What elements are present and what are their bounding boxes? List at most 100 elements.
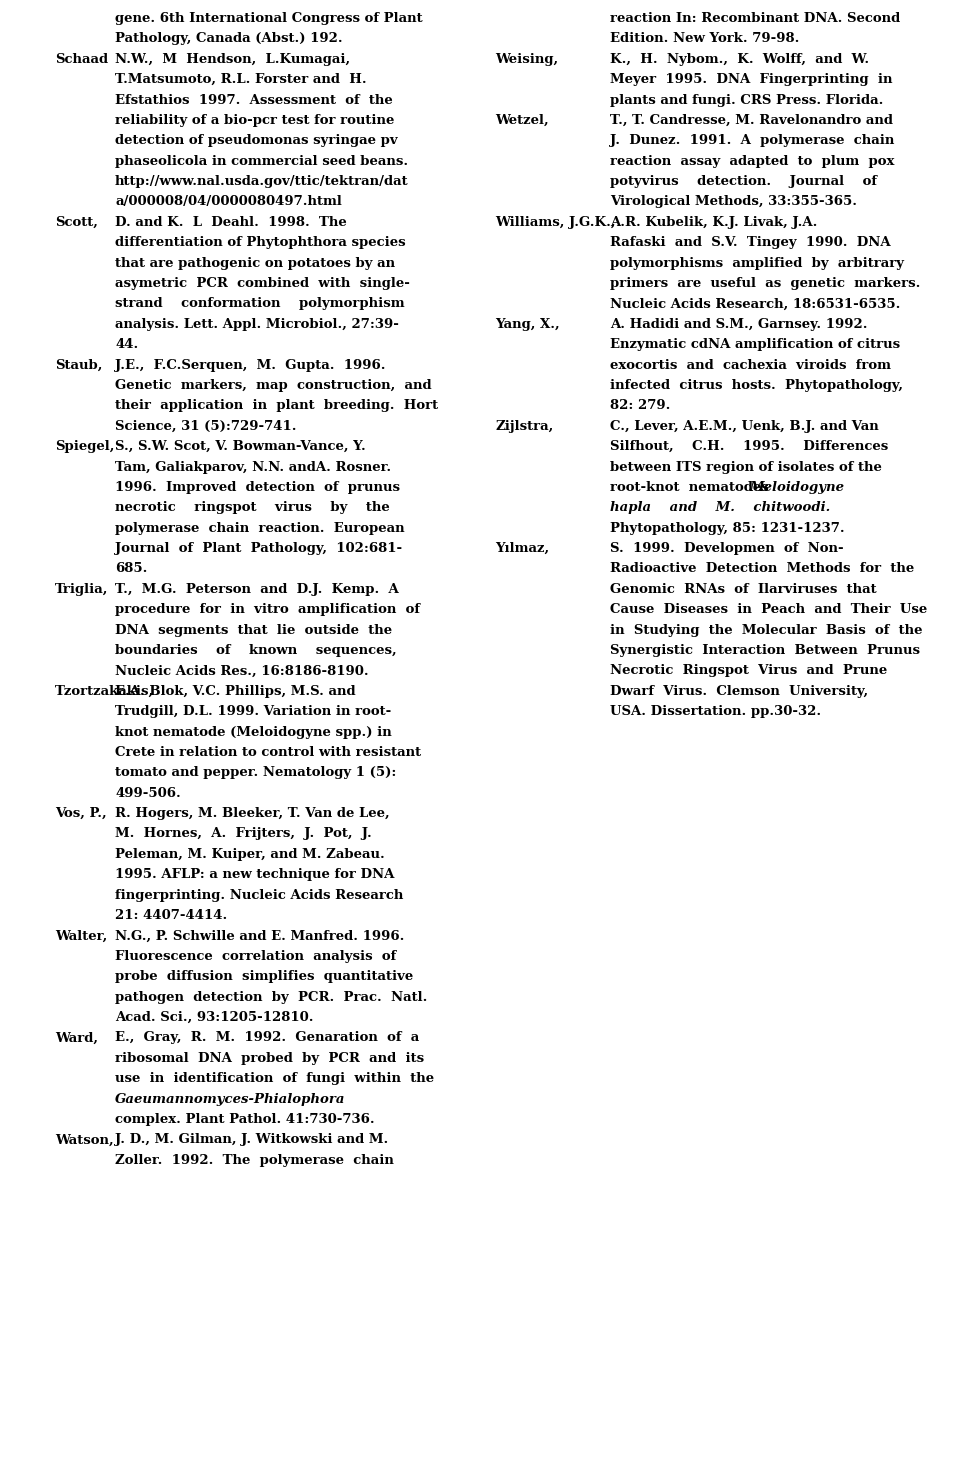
Text: Zijlstra,: Zijlstra, xyxy=(495,420,553,433)
Text: Tzortzakakis,: Tzortzakakis, xyxy=(55,684,155,698)
Text: plants and fungi. CRS Press. Florida.: plants and fungi. CRS Press. Florida. xyxy=(610,94,883,106)
Text: R. Hogers, M. Bleeker, T. Van de Lee,: R. Hogers, M. Bleeker, T. Van de Lee, xyxy=(115,807,390,820)
Text: E.,  Gray,  R.  M.  1992.  Genaration  of  a: E., Gray, R. M. 1992. Genaration of a xyxy=(115,1032,420,1044)
Text: Nucleic Acids Res., 16:8186-8190.: Nucleic Acids Res., 16:8186-8190. xyxy=(115,664,369,677)
Text: complex. Plant Pathol. 41:730-736.: complex. Plant Pathol. 41:730-736. xyxy=(115,1113,374,1126)
Text: Genetic  markers,  map  construction,  and: Genetic markers, map construction, and xyxy=(115,378,432,392)
Text: potyvirus    detection.    Journal    of: potyvirus detection. Journal of xyxy=(610,175,877,188)
Text: Triglia,: Triglia, xyxy=(55,583,108,596)
Text: 499-506.: 499-506. xyxy=(115,786,180,799)
Text: gene. 6th International Congress of Plant: gene. 6th International Congress of Plan… xyxy=(115,12,422,25)
Text: Gaeumannomyces-Phialophora: Gaeumannomyces-Phialophora xyxy=(115,1092,346,1105)
Text: 44.: 44. xyxy=(115,339,138,352)
Text: Spiegel,: Spiegel, xyxy=(55,440,114,453)
Text: boundaries    of    known    sequences,: boundaries of known sequences, xyxy=(115,645,396,657)
Text: root-knot  nematodes: root-knot nematodes xyxy=(610,481,782,495)
Text: Nucleic Acids Research, 18:6531-6535.: Nucleic Acids Research, 18:6531-6535. xyxy=(610,297,900,311)
Text: Tam, Galiakparov, N.N. andA. Rosner.: Tam, Galiakparov, N.N. andA. Rosner. xyxy=(115,461,391,474)
Text: Acad. Sci., 93:1205-12810.: Acad. Sci., 93:1205-12810. xyxy=(115,1011,314,1025)
Text: Peleman, M. Kuiper, and M. Zabeau.: Peleman, M. Kuiper, and M. Zabeau. xyxy=(115,848,385,861)
Text: Radioactive  Detection  Methods  for  the: Radioactive Detection Methods for the xyxy=(610,562,914,576)
Text: S.  1999.  Developmen  of  Non-: S. 1999. Developmen of Non- xyxy=(610,542,844,555)
Text: reliability of a bio-pcr test for routine: reliability of a bio-pcr test for routin… xyxy=(115,113,395,127)
Text: E.A. Blok, V.C. Phillips, M.S. and: E.A. Blok, V.C. Phillips, M.S. and xyxy=(115,684,355,698)
Text: A.R. Kubelik, K.J. Livak, J.A.: A.R. Kubelik, K.J. Livak, J.A. xyxy=(610,216,817,228)
Text: strand    conformation    polymorphism: strand conformation polymorphism xyxy=(115,297,404,311)
Text: reaction  assay  adapted  to  plum  pox: reaction assay adapted to plum pox xyxy=(610,155,895,168)
Text: Crete in relation to control with resistant: Crete in relation to control with resist… xyxy=(115,746,421,760)
Text: between ITS region of isolates of the: between ITS region of isolates of the xyxy=(610,461,882,474)
Text: use  in  identification  of  fungi  within  the: use in identification of fungi within th… xyxy=(115,1072,434,1085)
Text: Watson,: Watson, xyxy=(55,1133,113,1147)
Text: in  Studying  the  Molecular  Basis  of  the: in Studying the Molecular Basis of the xyxy=(610,624,923,636)
Text: 685.: 685. xyxy=(115,562,148,576)
Text: Science, 31 (5):729-741.: Science, 31 (5):729-741. xyxy=(115,420,297,433)
Text: Ward,: Ward, xyxy=(55,1032,98,1044)
Text: J.E.,  F.C.Serquen,  M.  Gupta.  1996.: J.E., F.C.Serquen, M. Gupta. 1996. xyxy=(115,359,386,371)
Text: Walter,: Walter, xyxy=(55,929,108,942)
Text: J.  Dunez.  1991.  A  polymerase  chain: J. Dunez. 1991. A polymerase chain xyxy=(610,134,895,147)
Text: infected  citrus  hosts.  Phytopathology,: infected citrus hosts. Phytopathology, xyxy=(610,378,903,392)
Text: Rafaski  and  S.V.  Tingey  1990.  DNA: Rafaski and S.V. Tingey 1990. DNA xyxy=(610,237,891,249)
Text: Staub,: Staub, xyxy=(55,359,103,371)
Text: J. D., M. Gilman, J. Witkowski and M.: J. D., M. Gilman, J. Witkowski and M. xyxy=(115,1133,388,1147)
Text: K.,  H.  Nybom.,  K.  Wolff,  and  W.: K., H. Nybom., K. Wolff, and W. xyxy=(610,53,869,66)
Text: asymetric  PCR  combined  with  single-: asymetric PCR combined with single- xyxy=(115,277,410,290)
Text: Meyer  1995.  DNA  Fingerprinting  in: Meyer 1995. DNA Fingerprinting in xyxy=(610,74,893,87)
Text: Journal  of  Plant  Pathology,  102:681-: Journal of Plant Pathology, 102:681- xyxy=(115,542,402,555)
Text: tomato and pepper. Nematology 1 (5):: tomato and pepper. Nematology 1 (5): xyxy=(115,767,396,779)
Text: polymerase  chain  reaction.  European: polymerase chain reaction. European xyxy=(115,521,404,534)
Text: D. and K.  L  Deahl.  1998.  The: D. and K. L Deahl. 1998. The xyxy=(115,216,347,228)
Text: N.G., P. Schwille and E. Manfred. 1996.: N.G., P. Schwille and E. Manfred. 1996. xyxy=(115,929,404,942)
Text: hapla    and    M.    chitwoodi.: hapla and M. chitwoodi. xyxy=(610,502,830,514)
Text: primers  are  useful  as  genetic  markers.: primers are useful as genetic markers. xyxy=(610,277,921,290)
Text: http://www.nal.usda.gov/ttic/tektran/dat: http://www.nal.usda.gov/ttic/tektran/dat xyxy=(115,175,409,188)
Text: USA. Dissertation. pp.30-32.: USA. Dissertation. pp.30-32. xyxy=(610,705,821,718)
Text: 21: 4407-4414.: 21: 4407-4414. xyxy=(115,910,228,921)
Text: Trudgill, D.L. 1999. Variation in root-: Trudgill, D.L. 1999. Variation in root- xyxy=(115,705,392,718)
Text: Yang, X.,: Yang, X., xyxy=(495,318,560,331)
Text: ribosomal  DNA  probed  by  PCR  and  its: ribosomal DNA probed by PCR and its xyxy=(115,1052,424,1064)
Text: Cause  Diseases  in  Peach  and  Their  Use: Cause Diseases in Peach and Their Use xyxy=(610,604,927,617)
Text: T.,  M.G.  Peterson  and  D.J.  Kemp.  A: T., M.G. Peterson and D.J. Kemp. A xyxy=(115,583,398,596)
Text: Dwarf  Virus.  Clemson  University,: Dwarf Virus. Clemson University, xyxy=(610,684,868,698)
Text: Yılmaz,: Yılmaz, xyxy=(495,542,549,555)
Text: Genomic  RNAs  of  Ilarviruses  that: Genomic RNAs of Ilarviruses that xyxy=(610,583,876,596)
Text: Pathology, Canada (Abst.) 192.: Pathology, Canada (Abst.) 192. xyxy=(115,32,343,46)
Text: DNA  segments  that  lie  outside  the: DNA segments that lie outside the xyxy=(115,624,392,636)
Text: fingerprinting. Nucleic Acids Research: fingerprinting. Nucleic Acids Research xyxy=(115,889,403,902)
Text: differentiation of Phytophthora species: differentiation of Phytophthora species xyxy=(115,237,406,249)
Text: procedure  for  in  vitro  amplification  of: procedure for in vitro amplification of xyxy=(115,604,420,617)
Text: Edition. New York. 79-98.: Edition. New York. 79-98. xyxy=(610,32,800,46)
Text: T.Matsumoto, R.L. Forster and  H.: T.Matsumoto, R.L. Forster and H. xyxy=(115,74,367,87)
Text: Vos, P.,: Vos, P., xyxy=(55,807,107,820)
Text: Zoller.  1992.  The  polymerase  chain: Zoller. 1992. The polymerase chain xyxy=(115,1154,394,1167)
Text: that are pathogenic on potatoes by an: that are pathogenic on potatoes by an xyxy=(115,256,396,269)
Text: S., S.W. Scot, V. Bowman-Vance, Y.: S., S.W. Scot, V. Bowman-Vance, Y. xyxy=(115,440,366,453)
Text: Wetzel,: Wetzel, xyxy=(495,113,548,127)
Text: necrotic    ringspot    virus    by    the: necrotic ringspot virus by the xyxy=(115,502,390,514)
Text: Enzymatic cdNA amplification of citrus: Enzymatic cdNA amplification of citrus xyxy=(610,339,900,352)
Text: Necrotic  Ringspot  Virus  and  Prune: Necrotic Ringspot Virus and Prune xyxy=(610,664,887,677)
Text: T., T. Candresse, M. Ravelonandro and: T., T. Candresse, M. Ravelonandro and xyxy=(610,113,893,127)
Text: Meloidogyne: Meloidogyne xyxy=(749,481,844,495)
Text: Schaad: Schaad xyxy=(55,53,108,66)
Text: Phytopathology, 85: 1231-1237.: Phytopathology, 85: 1231-1237. xyxy=(610,521,845,534)
Text: exocortis  and  cachexia  viroids  from: exocortis and cachexia viroids from xyxy=(610,359,891,371)
Text: knot nematode (Meloidogyne spp.) in: knot nematode (Meloidogyne spp.) in xyxy=(115,726,392,739)
Text: Efstathios  1997.  Assessment  of  the: Efstathios 1997. Assessment of the xyxy=(115,94,393,106)
Text: C., Lever, A.E.M., Uenk, B.J. and Van: C., Lever, A.E.M., Uenk, B.J. and Van xyxy=(610,420,878,433)
Text: probe  diffusion  simplifies  quantitative: probe diffusion simplifies quantitative xyxy=(115,970,413,983)
Text: N.W.,  M  Hendson,  L.Kumagai,: N.W., M Hendson, L.Kumagai, xyxy=(115,53,350,66)
Text: pathogen  detection  by  PCR.  Prac.  Natl.: pathogen detection by PCR. Prac. Natl. xyxy=(115,991,427,1004)
Text: a/000008/04/0000080497.html: a/000008/04/0000080497.html xyxy=(115,196,342,209)
Text: their  application  in  plant  breeding.  Hort: their application in plant breeding. Hor… xyxy=(115,399,438,412)
Text: Weising,: Weising, xyxy=(495,53,558,66)
Text: M.  Hornes,  A.  Frijters,  J.  Pot,  J.: M. Hornes, A. Frijters, J. Pot, J. xyxy=(115,827,372,841)
Text: polymorphisms  amplified  by  arbitrary: polymorphisms amplified by arbitrary xyxy=(610,256,904,269)
Text: Synergistic  Interaction  Between  Prunus: Synergistic Interaction Between Prunus xyxy=(610,645,920,657)
Text: analysis. Lett. Appl. Microbiol., 27:39-: analysis. Lett. Appl. Microbiol., 27:39- xyxy=(115,318,398,331)
Text: Virological Methods, 33:355-365.: Virological Methods, 33:355-365. xyxy=(610,196,857,209)
Text: Silfhout,    C.H.    1995.    Differences: Silfhout, C.H. 1995. Differences xyxy=(610,440,888,453)
Text: detection of pseudomonas syringae pv: detection of pseudomonas syringae pv xyxy=(115,134,397,147)
